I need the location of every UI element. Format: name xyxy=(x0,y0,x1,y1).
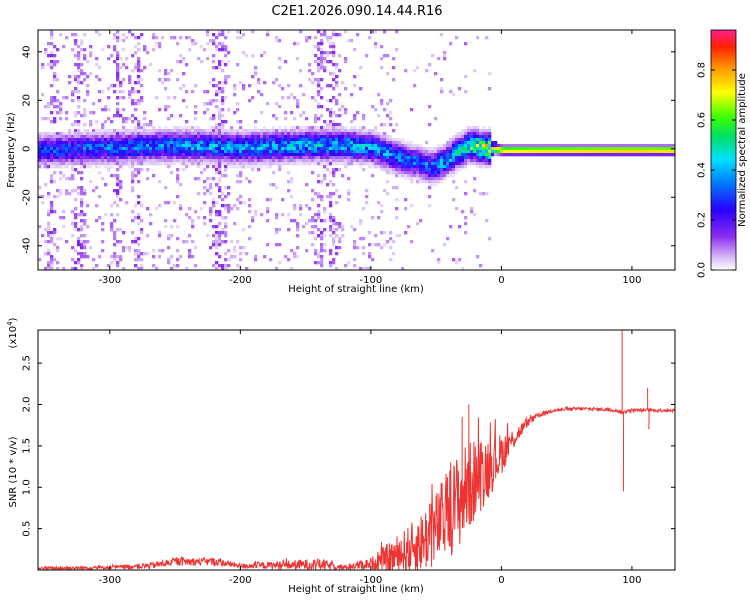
colorbar-tick-label: 0.0 xyxy=(697,262,708,278)
snr-frame xyxy=(37,329,676,571)
spectrogram-x-tick-label: -300 xyxy=(98,275,121,286)
snr-x-tick-label: -300 xyxy=(98,575,121,586)
colorbar: 0.0 0.2 0.4 0.6 0.8 Normalized spectral ampl… xyxy=(697,29,748,278)
colorbar-tick-label: 0.2 xyxy=(697,212,708,228)
colorbar-gradient xyxy=(710,29,737,271)
spectrogram-x-label: Height of straight line (km) xyxy=(288,284,424,295)
snr-x-tick-label: 0 xyxy=(498,575,504,586)
snr-plot-area xyxy=(38,330,675,570)
snr-x-tick-label: 100 xyxy=(622,575,641,586)
colorbar-tick-label: 0.6 xyxy=(697,112,708,128)
spectrogram-y-tick-label: -40 xyxy=(22,238,33,254)
snr-y-multiplier: (x104) xyxy=(6,317,19,348)
colorbar-label: Normalized spectral amplitude xyxy=(737,73,748,227)
colorbar-tick-label: 0.4 xyxy=(697,162,708,178)
snr-series-line xyxy=(38,330,675,570)
snr-y-tick-label: 2.5 xyxy=(22,355,33,371)
spectrogram-x-tick-label: -100 xyxy=(360,275,383,286)
snr-x-tick-label: -100 xyxy=(360,575,383,586)
snr-y-tick-label: 1.5 xyxy=(22,438,33,454)
snr-y-ticks: 0.5 1.0 1.5 2.0 2.5 xyxy=(22,355,675,537)
spectrogram-y-label: Frequency (Hz) xyxy=(6,112,17,188)
spectrogram-y-tick-label: 20 xyxy=(22,94,33,107)
spectrogram-y-tick-label: -20 xyxy=(22,189,33,205)
spectrogram-x-tick-label: 0 xyxy=(498,275,504,286)
snr-chart: -300 -200 -100 0 100 0.5 1.0 1.5 2.0 2.5 Height … xyxy=(6,317,676,595)
snr-y-tick-label: 2.0 xyxy=(22,397,33,413)
spectrogram-frame xyxy=(37,29,676,271)
colorbar-tick-label: 0.8 xyxy=(697,62,708,78)
snr-y-tick-label: 1.0 xyxy=(22,479,33,495)
spectrogram-y-tick-label: 0 xyxy=(22,146,33,152)
snr-y-tick-label: 0.5 xyxy=(22,521,33,537)
spectrogram-cells xyxy=(38,30,675,270)
spectrogram-y-ticks: -40 -20 0 20 40 xyxy=(22,45,675,254)
colorbar-ticks: 0.0 0.2 0.4 0.6 0.8 xyxy=(697,62,736,278)
snr-y-label: SNR (10 * v/v) xyxy=(8,436,19,507)
figure-title: C2E1.2026.090.14.44.R16 xyxy=(271,4,442,19)
spectrogram-y-tick-label: 40 xyxy=(22,45,33,58)
snr-x-ticks: -300 -200 -100 0 100 xyxy=(98,330,641,586)
spectrogram-x-tick-label: 100 xyxy=(622,275,641,286)
snr-x-label: Height of straight line (km) xyxy=(288,584,424,595)
snr-x-tick-label: -200 xyxy=(229,575,252,586)
spectrogram-x-tick-label: -200 xyxy=(229,275,252,286)
spectrogram-x-ticks: -300 -200 -100 0 100 xyxy=(98,30,641,286)
